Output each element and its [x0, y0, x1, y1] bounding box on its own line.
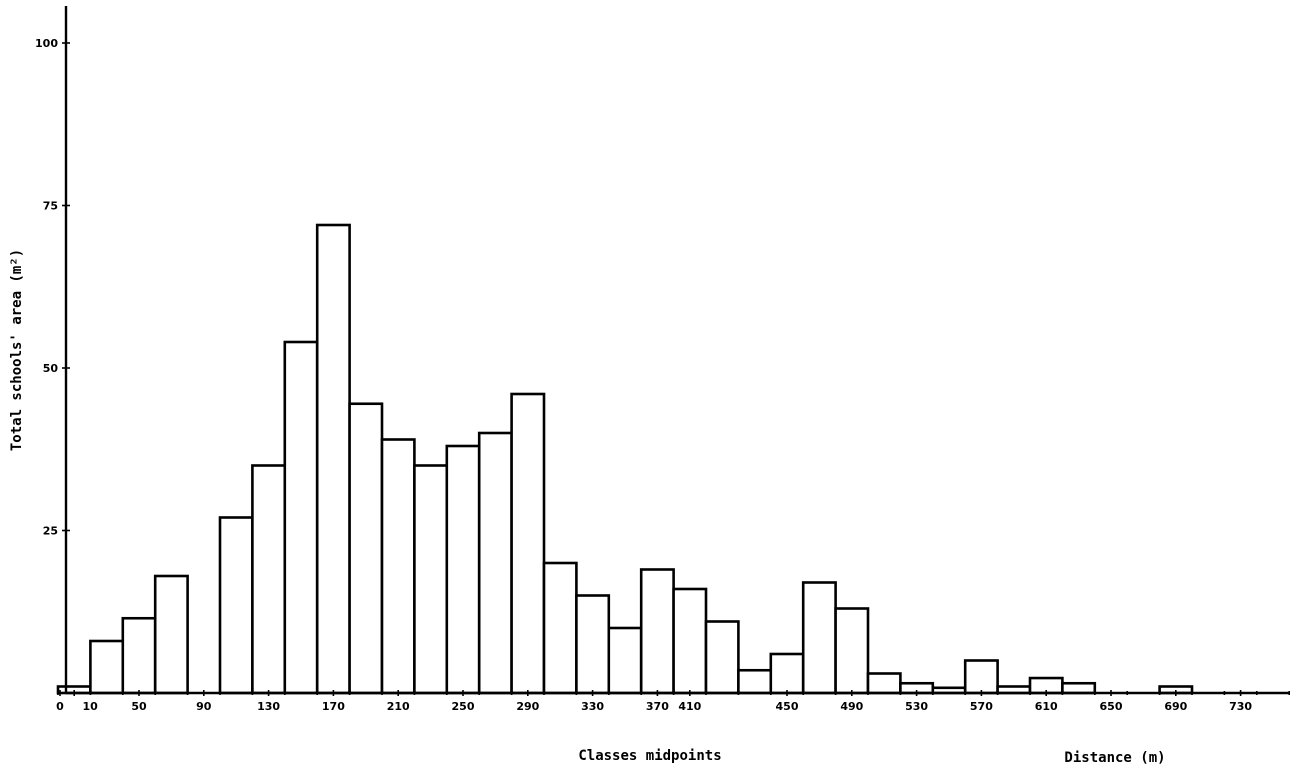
bar-50: [121, 616, 157, 695]
bar-450: [769, 652, 805, 695]
bar-410: [704, 620, 740, 695]
x-tick-label-730: 730: [1229, 700, 1252, 713]
x-tick-label-610: 610: [1035, 700, 1058, 713]
x-tick-label-210: 210: [387, 700, 410, 713]
bar-570: [963, 659, 999, 695]
bar-210: [380, 438, 416, 695]
bar-70: [153, 574, 189, 695]
x-tick-label-450: 450: [776, 700, 799, 713]
bar-350: [607, 626, 643, 695]
x-ticks-group: 0 10 50 90 130 170 210 250 290 330 370 410 450 490 530…: [56, 690, 1290, 713]
x-tick-label-130: 130: [257, 700, 280, 713]
bar-170: [315, 223, 351, 695]
x-tick-label-0: 0: [56, 700, 64, 713]
bars-group: [56, 223, 1194, 695]
bar-370: [639, 568, 675, 695]
bar-330: [575, 594, 611, 695]
bar-510: [866, 672, 902, 695]
y-axis-title: Total schools' area (m²): [9, 249, 25, 451]
y-tick-label-50: 50: [43, 362, 59, 375]
x-tick-label-370: 370: [646, 700, 669, 713]
y-ticks-group: 25 50 75 100: [35, 37, 70, 538]
x-tick-label-650: 650: [1100, 700, 1123, 713]
x-tick-label-50: 50: [131, 700, 147, 713]
x-tick-label-90: 90: [196, 700, 212, 713]
x-tick-label-410: 410: [678, 700, 701, 713]
bar-150: [283, 340, 319, 695]
x-axis-title-midpoints: Classes midpoints: [578, 748, 721, 764]
x-tick-label-290: 290: [516, 700, 539, 713]
x-tick-label-250: 250: [452, 700, 475, 713]
x-axis-title-distance: Distance (m): [1064, 750, 1165, 766]
x-tick-label-170: 170: [322, 700, 345, 713]
bar-310: [542, 561, 578, 695]
bar-490: [834, 607, 870, 695]
y-tick-label-25: 25: [43, 525, 58, 538]
y-tick-label-100: 100: [35, 37, 58, 50]
bar-430: [737, 668, 773, 695]
x-tick-label-530: 530: [905, 700, 928, 713]
x-tick-label-490: 490: [840, 700, 863, 713]
bar-270: [477, 431, 513, 695]
bar-30: [89, 639, 125, 695]
bar-110: [218, 516, 254, 695]
bar-130: [251, 464, 287, 695]
bar-230: [413, 464, 449, 695]
bar-630: [1061, 681, 1097, 695]
bar-250: [445, 444, 481, 695]
x-tick-label-690: 690: [1164, 700, 1187, 713]
x-tick-label-570: 570: [970, 700, 993, 713]
y-tick-label-75: 75: [43, 200, 58, 213]
bar-190: [348, 402, 384, 695]
x-tick-label-330: 330: [581, 700, 604, 713]
bar-290: [510, 392, 546, 695]
bar-470: [801, 581, 837, 695]
bar-390: [672, 587, 708, 695]
x-tick-label-10: 10: [83, 700, 99, 713]
